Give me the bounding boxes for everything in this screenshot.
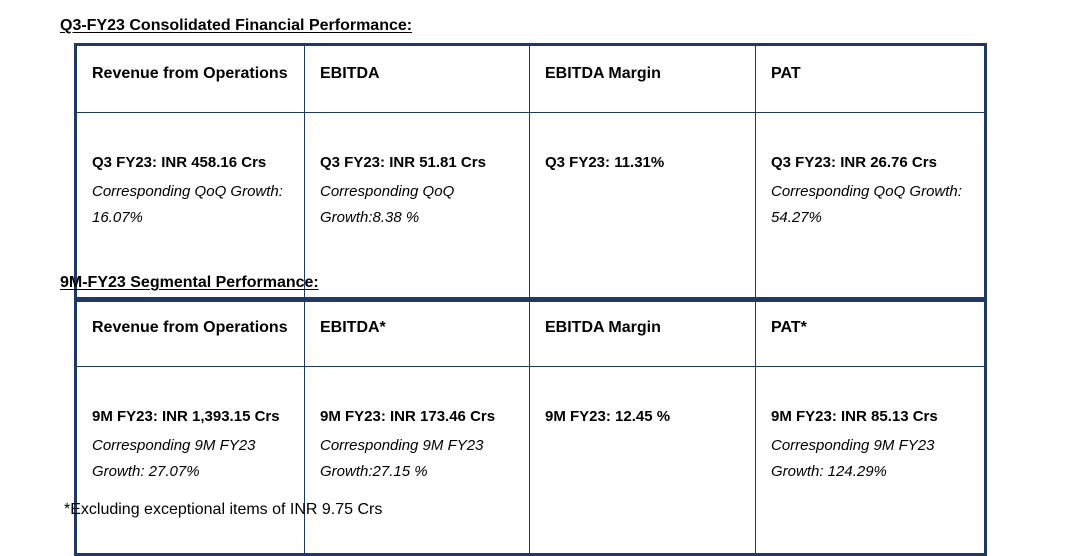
footnote: *Excluding exceptional items of INR 9.75… [64, 501, 383, 518]
header-pat: PAT [755, 43, 987, 113]
cell-note: Corresponding QoQ Growth: 16.07% [92, 183, 283, 226]
cell-ebitda: Q3 FY23: INR 51.81 Crs Corresponding QoQ… [304, 112, 530, 302]
cell-value: Q3 FY23: 11.31% [545, 154, 665, 171]
header-ebitda-margin: EBITDA Margin [529, 43, 756, 113]
header-pat: PAT* [755, 297, 987, 367]
table-header-row: Revenue from Operations EBITDA* EBITDA M… [74, 297, 987, 367]
header-ebitda-margin: EBITDA Margin [529, 297, 756, 367]
cell-value: Q3 FY23: INR 26.76 Crs [771, 154, 937, 171]
cell-revenue: Q3 FY23: INR 458.16 Crs Corresponding Qo… [74, 112, 305, 302]
table-row: Q3 FY23: INR 458.16 Crs Corresponding Qo… [74, 112, 987, 302]
cell-value: 9M FY23: INR 173.46 Crs [320, 408, 496, 425]
cell-note: Corresponding QoQ Growth:8.38 % [320, 183, 455, 226]
q3-performance-table: Revenue from Operations EBITDA EBITDA Ma… [74, 43, 987, 302]
cell-value: 9M FY23: INR 85.13 Crs [771, 408, 938, 425]
cell-note: Corresponding 9M FY23 Growth:27.15 % [320, 437, 484, 480]
nm-section-heading: 9M-FY23 Segmental Performance: [60, 274, 319, 291]
cell-ebitda: 9M FY23: INR 173.46 Crs Corresponding 9M… [304, 366, 530, 556]
header-ebitda: EBITDA* [304, 297, 530, 367]
cell-value: 9M FY23: 12.45 % [545, 408, 671, 425]
cell-ebitda-margin: Q3 FY23: 11.31% [529, 112, 756, 302]
header-revenue: Revenue from Operations [74, 43, 305, 113]
table-header-row: Revenue from Operations EBITDA EBITDA Ma… [74, 43, 987, 113]
cell-note: Corresponding 9M FY23 Growth: 124.29% [771, 437, 935, 480]
cell-ebitda-margin: 9M FY23: 12.45 % [529, 366, 756, 556]
table-row: 9M FY23: INR 1,393.15 Crs Corresponding … [74, 366, 987, 556]
cell-value: Q3 FY23: INR 51.81 Crs [320, 154, 486, 171]
cell-pat: 9M FY23: INR 85.13 Crs Corresponding 9M … [755, 366, 987, 556]
cell-revenue: 9M FY23: INR 1,393.15 Crs Corresponding … [74, 366, 305, 556]
cell-value: Q3 FY23: INR 458.16 Crs [92, 154, 267, 171]
header-revenue: Revenue from Operations [74, 297, 305, 367]
q3-section-heading: Q3-FY23 Consolidated Financial Performan… [60, 17, 413, 34]
cell-value: 9M FY23: INR 1,393.15 Crs [92, 408, 280, 425]
header-ebitda: EBITDA [304, 43, 530, 113]
cell-pat: Q3 FY23: INR 26.76 Crs Corresponding QoQ… [755, 112, 987, 302]
nm-performance-table: Revenue from Operations EBITDA* EBITDA M… [74, 297, 987, 556]
cell-note: Corresponding 9M FY23 Growth: 27.07% [92, 437, 256, 480]
cell-note: Corresponding QoQ Growth: 54.27% [771, 183, 962, 226]
